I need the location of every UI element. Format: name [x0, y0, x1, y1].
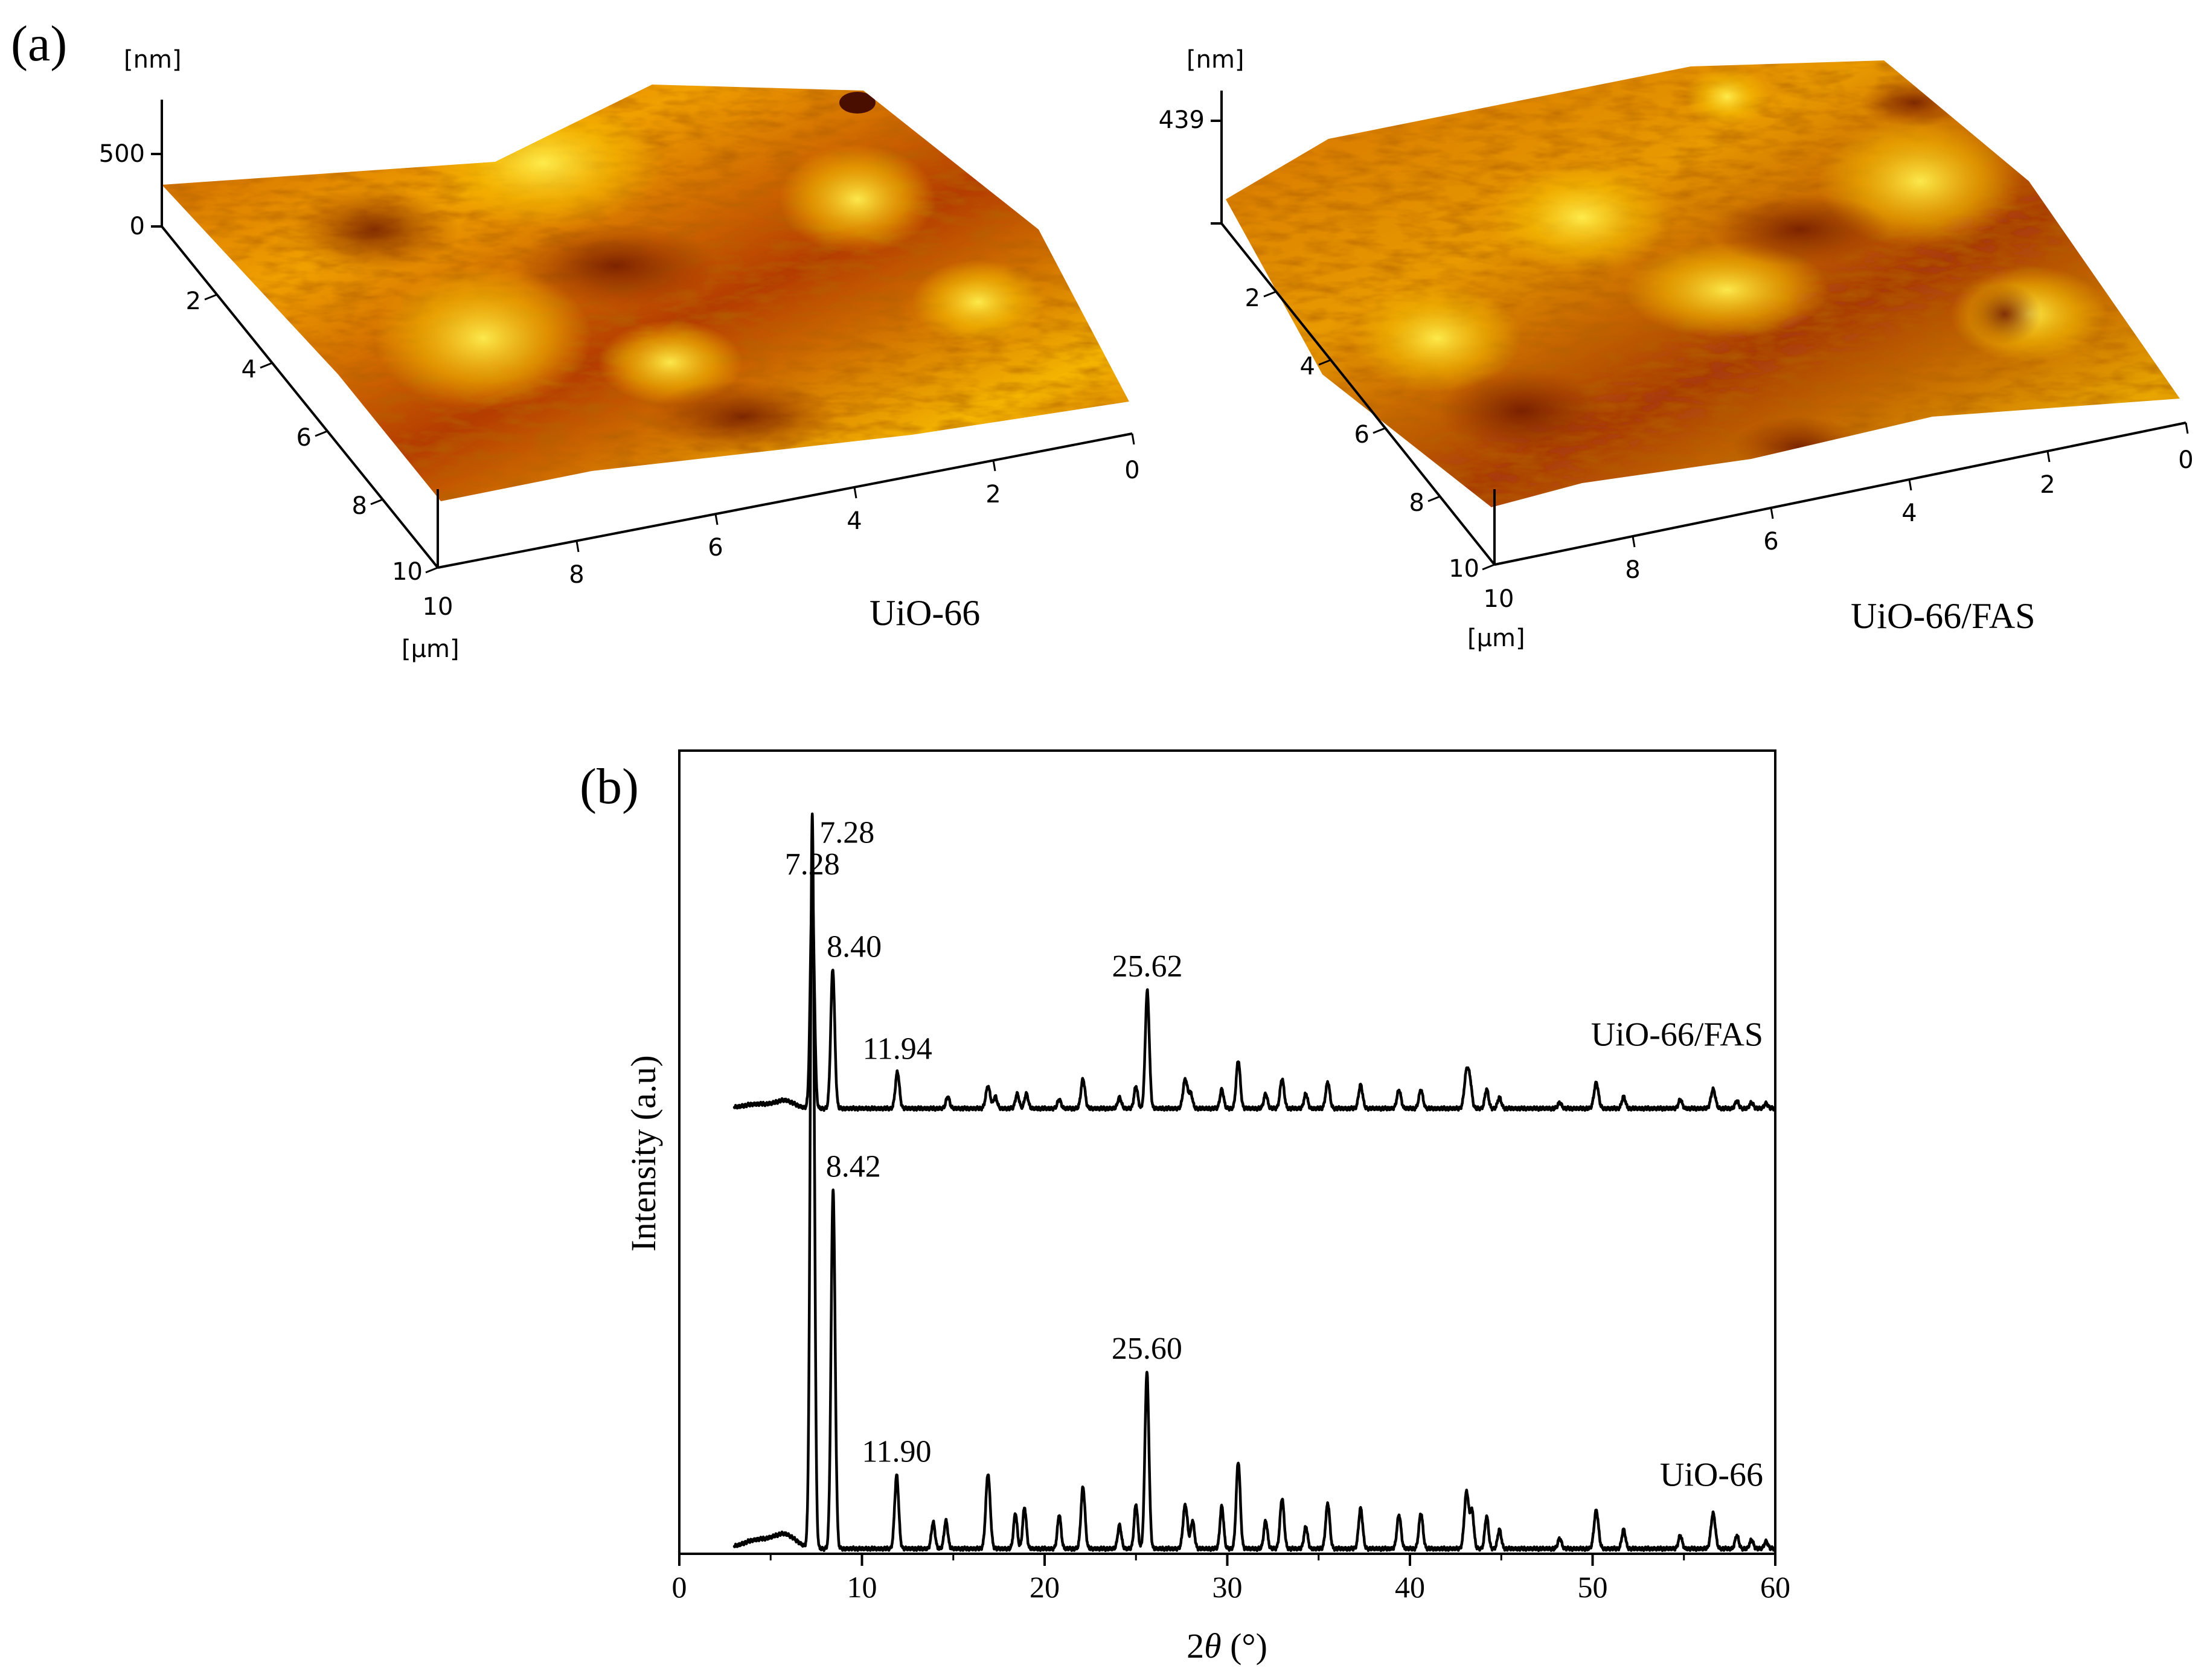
y-axis-label: Intensity (a.u) [624, 1055, 663, 1251]
afm-left-front-ticks [575, 433, 1135, 553]
afm-right: [nm] 439 2 4 6 8 10 10 8 6 4 2 0 [μm] Ui… [1159, 46, 2194, 652]
peak-label-8-40: 8.40 [827, 929, 882, 964]
afm-right-z-tick-439: 439 [1159, 106, 1205, 134]
afm-right-sample-label: UiO-66/FAS [1851, 596, 2036, 636]
afm-left-front-tick-4: 4 [847, 507, 862, 535]
afm-left-front-tick-10: 10 [423, 593, 453, 621]
afm-left-z-axis [151, 100, 163, 228]
x-tick-label-10: 10 [847, 1570, 877, 1604]
afm-right-side-axis [1220, 222, 1496, 566]
series-layer [732, 812, 1777, 1553]
x-tick-label-30: 30 [1212, 1570, 1243, 1604]
x-axis-ticks: 0 10 20 30 40 50 60 [672, 1554, 1790, 1604]
afm-right-front-axis [1494, 422, 2186, 566]
afm-right-front-tick-10: 10 [1484, 585, 1514, 613]
x-tick-label-50: 50 [1578, 1570, 1608, 1604]
afm-left-side-tick-2: 2 [186, 287, 201, 315]
peak-label-11-90: 11.90 [862, 1435, 931, 1469]
x-tick-label-60: 60 [1760, 1570, 1790, 1604]
afm-left-front-tick-6: 6 [708, 534, 723, 562]
afm-left-z-tick-500: 500 [99, 140, 145, 168]
afm-left-xy-unit: [μm] [402, 635, 460, 663]
afm-right-front-tick-4: 4 [1901, 499, 1917, 527]
afm-left-side-axis [161, 225, 439, 569]
afm-right-front-tick-8: 8 [1625, 556, 1640, 584]
afm-right-z-axis [1211, 91, 1223, 225]
panel-b-label: (b) [580, 758, 639, 815]
series-name-label: UiO-66/FAS [1591, 1016, 1763, 1054]
peak-labels-layer: UiO-66/FAS 7.28 8.40 11.94 25.62 UiO-66 7.28 8.… [785, 816, 1763, 1494]
afm-right-front-tick-2: 2 [2040, 471, 2055, 499]
afm-left-front-tick-0: 0 [1124, 457, 1139, 484]
afm-right-z-unit: [nm] [1187, 46, 1244, 74]
afm-right-side-tick-8: 8 [1409, 489, 1424, 517]
afm-right-front-tick-6: 6 [1763, 528, 1778, 556]
afm-left-front-tick-8: 8 [569, 561, 584, 589]
afm-left-side-tick-6: 6 [296, 424, 312, 452]
panel-a-label: (a) [11, 16, 67, 72]
afm-right-side-tick-2: 2 [1245, 284, 1260, 312]
afm-left-z-unit: [nm] [124, 46, 182, 74]
peak-label-25-60: 25.60 [1112, 1332, 1182, 1366]
peak-label-25-62: 25.62 [1112, 949, 1183, 984]
afm-right-side-tick-10: 10 [1449, 555, 1479, 583]
xrd-chart: (b) 0 10 20 30 40 50 60 UiO-66/FAS 7.28 8.40 11.9… [580, 749, 1790, 1666]
x-tick-label-0: 0 [672, 1570, 687, 1604]
afm-left-side-tick-10: 10 [392, 558, 423, 586]
x-tick-label-40: 40 [1395, 1570, 1425, 1604]
afm-left-sample-label: UiO-66 [870, 593, 980, 633]
afm-right-side-tick-4: 4 [1300, 353, 1315, 380]
peak-label-11-94: 11.94 [863, 1031, 932, 1066]
afm-right-side-ticks [1263, 290, 1495, 571]
afm-left-side-tick-4: 4 [242, 356, 257, 383]
series-line-uio-66 [732, 812, 1777, 1553]
series-name-label: UiO-66 [1660, 1457, 1763, 1494]
peak-label-8-42: 8.42 [826, 1149, 881, 1184]
afm-left-side-tick-8: 8 [352, 492, 367, 520]
afm-right-xy-unit: [μm] [1467, 624, 1525, 652]
afm-right-front-ticks [1632, 422, 2189, 548]
series-line-uio-66-fas [732, 886, 1777, 1112]
afm-left-front-tick-2: 2 [985, 481, 1001, 508]
afm-left-z-tick-0: 0 [130, 213, 145, 240]
x-tick-label-20: 20 [1030, 1570, 1060, 1604]
afm-right-surface [1226, 60, 2180, 507]
afm-right-front-tick-0: 0 [2178, 446, 2193, 474]
afm-left: [nm] 500 0 2 4 6 8 10 10 8 6 4 2 0 [μm] … [99, 46, 1140, 663]
peak-label-7-28: 7.28 [785, 847, 840, 882]
peak-label-7-28: 7.28 [819, 816, 874, 850]
afm-left-front-axis [437, 432, 1133, 569]
x-axis-label: 2θ (°) [1187, 1626, 1267, 1666]
afm-left-side-ticks [204, 293, 438, 574]
afm-right-side-tick-6: 6 [1354, 421, 1369, 449]
